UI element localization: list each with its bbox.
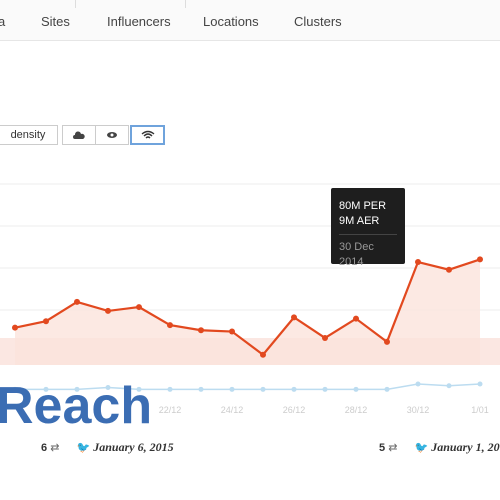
point <box>477 381 483 387</box>
chart: 22/12 24/12 26/12 28/12 30/12 1/01 <box>0 183 500 415</box>
point <box>446 266 452 273</box>
retweet-count: 6 <box>41 442 48 454</box>
point <box>12 324 18 331</box>
tooltip-line: 9M AER <box>339 215 380 227</box>
point <box>198 327 204 334</box>
overlay-title: Reach <box>0 377 153 435</box>
point <box>43 386 49 392</box>
point <box>229 386 235 392</box>
point <box>136 304 142 311</box>
point <box>415 381 421 387</box>
separator <box>185 0 186 8</box>
point <box>167 322 173 329</box>
point <box>74 298 80 305</box>
signal-button[interactable] <box>130 125 165 145</box>
tab[interactable]: Sites <box>41 14 70 29</box>
x-tick-label: 26/12 <box>283 405 306 415</box>
point <box>322 334 328 341</box>
point <box>353 315 359 322</box>
eye-button[interactable] <box>95 125 129 145</box>
density-button[interactable]: density <box>0 125 58 145</box>
post-date[interactable]: January 1, 20 <box>431 440 500 454</box>
post-meta: 6 ⇄ 🐦 January 6, 2015 <box>41 440 174 454</box>
point <box>74 386 80 392</box>
x-tick-label: 22/12 <box>159 405 182 415</box>
point <box>12 386 18 392</box>
tab[interactable]: a <box>0 14 6 29</box>
tab[interactable]: Locations <box>203 14 259 29</box>
point <box>322 386 328 392</box>
area <box>15 259 480 365</box>
line <box>14 258 481 357</box>
point <box>291 386 297 392</box>
point <box>291 314 297 321</box>
point <box>229 328 235 335</box>
post-date[interactable]: January 6, 2015 <box>93 440 174 454</box>
post-meta: 5 ⇄ 🐦 January 1, 20 <box>379 440 500 454</box>
point <box>477 256 483 263</box>
point <box>260 351 266 358</box>
point <box>415 259 421 265</box>
point <box>198 386 204 392</box>
point <box>105 385 111 391</box>
tab[interactable]: Clusters <box>294 14 342 29</box>
x-tick-label: 1/01 <box>471 405 489 415</box>
point <box>167 386 173 392</box>
x-tick-label: 24/12 <box>221 405 244 415</box>
point <box>353 386 359 392</box>
tab[interactable]: Influencers <box>107 14 171 29</box>
point <box>105 307 111 314</box>
x-tick-label: 30/12 <box>407 405 430 415</box>
line <box>15 383 481 391</box>
cloud-icon <box>73 131 85 139</box>
point <box>136 386 142 392</box>
signal-icon <box>141 130 154 139</box>
point <box>43 318 49 325</box>
separator <box>75 0 76 8</box>
point <box>384 386 390 392</box>
point <box>260 386 266 392</box>
point <box>446 383 452 389</box>
tooltip: 80M PER 9M AER 30 Dec 2014 <box>331 188 405 268</box>
point <box>384 338 390 345</box>
tooltip-line: 80M PER <box>339 200 387 212</box>
eye-icon <box>107 132 117 138</box>
nav-bar: a Sites Influencers Locations Clusters <box>0 0 500 41</box>
x-tick-label: 28/12 <box>345 405 368 415</box>
tooltip-date: 30 Dec 2014 <box>339 241 374 268</box>
retweet-count: 5 <box>379 442 386 454</box>
